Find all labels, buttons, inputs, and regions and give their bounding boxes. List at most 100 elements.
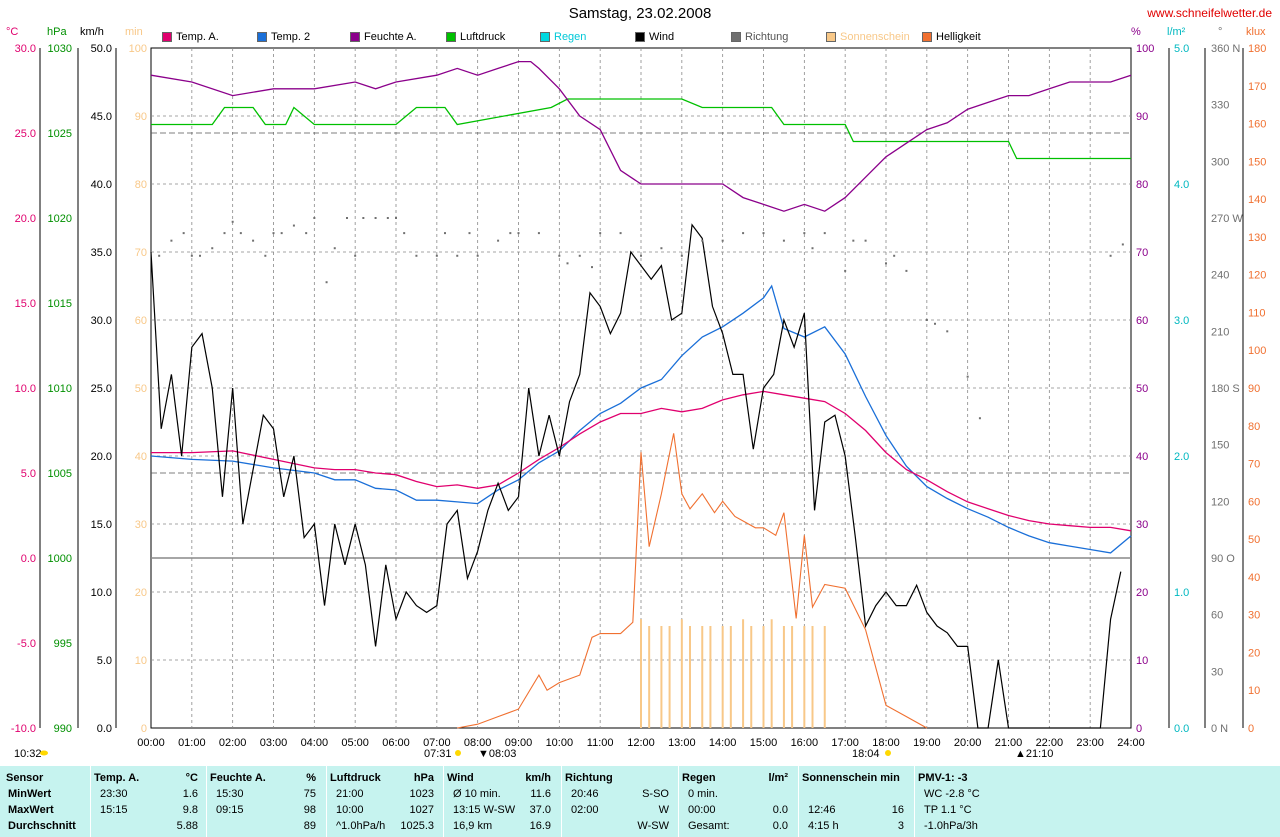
legend-label: Wind bbox=[649, 31, 675, 43]
sun-tick: 100 bbox=[129, 43, 147, 55]
humidity-tick: 10 bbox=[1136, 655, 1148, 667]
legend-label: Helligkeit bbox=[936, 31, 981, 43]
humidity-tick: 0 bbox=[1136, 723, 1142, 735]
table-column-sensor: Sensor MinWert MaxWert Durchschnitt bbox=[6, 766, 90, 837]
direction-tick: 210 bbox=[1211, 326, 1229, 338]
direction-point bbox=[395, 217, 397, 219]
direction-point bbox=[190, 254, 193, 257]
wind-tick: 10.0 bbox=[91, 587, 112, 599]
direction-point bbox=[680, 254, 683, 257]
table-cell-value: 89 bbox=[303, 820, 316, 832]
table-cell: 13:15 W-SW bbox=[453, 804, 516, 816]
temp-tick: 15.0 bbox=[15, 298, 36, 310]
direction-point bbox=[864, 239, 867, 242]
legend-item: Helligkeit bbox=[922, 31, 981, 43]
humidity-tick: 20 bbox=[1136, 587, 1148, 599]
legend-swatch bbox=[162, 32, 172, 42]
legend-label: Sonnenschein bbox=[840, 31, 910, 43]
table-unit: % bbox=[306, 772, 316, 784]
direction-tick: 330 bbox=[1211, 100, 1229, 112]
sunrise-note: ▼08:03 bbox=[478, 748, 516, 760]
table-cell-value: 37.0 bbox=[529, 804, 551, 816]
rain-tick: 4.0 bbox=[1174, 179, 1189, 191]
rain-tick: 2.0 bbox=[1174, 451, 1189, 463]
rain-unit: l/m² bbox=[1167, 26, 1186, 38]
table-unit: l/m² bbox=[768, 772, 788, 784]
direction-tick: 150 bbox=[1211, 440, 1229, 452]
direction-point bbox=[782, 239, 785, 242]
direction-point bbox=[966, 375, 969, 378]
direction-point bbox=[456, 254, 459, 257]
direction-tick: 270 W bbox=[1211, 213, 1243, 225]
site-link[interactable]: www.schneifelwetter.de bbox=[1147, 6, 1272, 20]
time-tick: 15:00 bbox=[750, 737, 778, 749]
time-tick: 22:00 bbox=[1036, 737, 1064, 749]
time-tick: 08:00 bbox=[464, 737, 492, 749]
wind-tick: 0.0 bbox=[97, 723, 112, 735]
table-cell: 12:46 bbox=[808, 804, 836, 816]
table-cell: 09:15 bbox=[216, 804, 244, 816]
direction-point bbox=[292, 224, 295, 227]
direction-point bbox=[444, 232, 446, 235]
legend-swatch bbox=[635, 32, 645, 42]
humidity-tick: 70 bbox=[1136, 247, 1148, 259]
lux-tick: 100 bbox=[1248, 345, 1266, 357]
time-tick: 16:00 bbox=[791, 737, 819, 749]
direction-point bbox=[346, 217, 348, 219]
table-row-label: MaxWert bbox=[8, 804, 54, 816]
legend-label: Temp. A. bbox=[176, 31, 219, 43]
direction-point bbox=[1121, 243, 1124, 246]
direction-tick: 120 bbox=[1211, 496, 1229, 508]
time-tick: 20:00 bbox=[954, 737, 982, 749]
humidity-tick: 30 bbox=[1136, 519, 1148, 531]
weather-chart: 30.025.020.015.010.05.00.0-5.0-10.010301… bbox=[11, 43, 1266, 760]
table-cell-value: 5.88 bbox=[176, 820, 198, 832]
table-cell: 21:00 bbox=[336, 788, 364, 800]
temp-tick: 20.0 bbox=[15, 213, 36, 225]
lux-tick: 140 bbox=[1248, 194, 1266, 206]
moonrise-label: 10:32 bbox=[14, 748, 42, 760]
temp-tick: 0.0 bbox=[21, 553, 36, 565]
sun-tick: 40 bbox=[135, 451, 147, 463]
chart-title: Samstag, 23.02.2008 bbox=[568, 5, 712, 22]
table-cell: 20:46 bbox=[571, 788, 599, 800]
legend-item: Regen bbox=[540, 31, 586, 43]
legend-swatch bbox=[731, 32, 741, 42]
direction-unit: ° bbox=[1218, 26, 1223, 38]
table-cell-value: 1027 bbox=[409, 804, 434, 816]
sunrise-icon bbox=[455, 750, 461, 756]
pressure-tick: 1030 bbox=[48, 43, 72, 55]
direction-point bbox=[468, 232, 471, 235]
lux-tick: 80 bbox=[1248, 421, 1260, 433]
time-tick: 07:00 bbox=[423, 737, 451, 749]
table-separator bbox=[678, 766, 679, 837]
humidity-tick: 100 bbox=[1136, 43, 1154, 55]
direction-point bbox=[362, 217, 365, 219]
wind-tick: 5.0 bbox=[97, 655, 112, 667]
wind-tick: 35.0 bbox=[91, 247, 112, 259]
wind-tick: 45.0 bbox=[91, 111, 112, 123]
direction-point bbox=[272, 232, 275, 235]
table-cell: 10:00 bbox=[336, 804, 364, 816]
direction-tick: 90 O bbox=[1211, 553, 1235, 565]
table-unit: hPa bbox=[413, 772, 434, 784]
lux-tick: 150 bbox=[1248, 156, 1266, 168]
legend-swatch bbox=[922, 32, 932, 42]
lux-tick: 160 bbox=[1248, 119, 1266, 131]
table-separator bbox=[798, 766, 799, 837]
direction-point bbox=[885, 262, 887, 265]
series-luftdruck bbox=[151, 98, 1131, 160]
direction-point bbox=[252, 239, 255, 242]
direction-point bbox=[403, 232, 406, 235]
time-tick: 06:00 bbox=[382, 737, 410, 749]
time-tick: 10:00 bbox=[546, 737, 574, 749]
legend-item: Sonnenschein bbox=[826, 31, 910, 43]
table-column-sonne: Sonnenschein min 12:46 16 4:15 h 3 bbox=[802, 766, 910, 837]
direction-point bbox=[415, 254, 418, 257]
direction-tick: 240 bbox=[1211, 270, 1229, 282]
sun-unit: min bbox=[125, 26, 143, 38]
direction-point bbox=[435, 254, 438, 257]
table-cell-value: 1025.3 bbox=[400, 820, 434, 832]
legend-item: Luftdruck bbox=[446, 31, 505, 43]
table-column-richtung: Richtung 20:46 S-SO 02:00 W W-SW bbox=[565, 766, 675, 837]
